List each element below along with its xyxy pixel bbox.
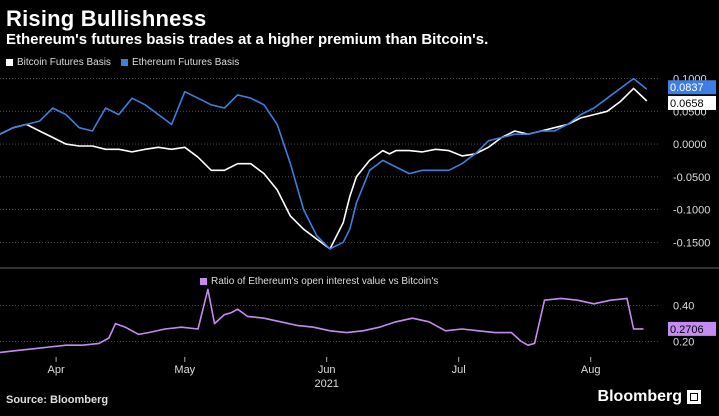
bloomberg-logo: Bloomberg — [598, 388, 701, 406]
last-value-box — [668, 80, 716, 95]
y-tick-label: -0.1500 — [673, 237, 710, 249]
legend-bitcoin[interactable]: Bitcoin Futures Basis — [6, 57, 111, 68]
y-tick-label: -0.0500 — [673, 172, 710, 184]
x-tick-label: Jun — [318, 364, 336, 376]
legend-swatch-ratio — [200, 278, 207, 285]
brand-name: Bloomberg — [597, 388, 682, 405]
x-tick-label: Jul — [452, 364, 466, 376]
last-value-label: 0.2706 — [670, 324, 704, 336]
x-year-label: 2021 — [314, 378, 338, 390]
x-tick-label: Aug — [581, 364, 601, 376]
terminal-icon — [687, 390, 701, 404]
source-note: Source: Bloomberg — [6, 394, 109, 406]
y-tick-label: 0.0000 — [673, 139, 707, 151]
last-value-label: 0.0658 — [670, 98, 704, 110]
series-line-ratio-of-ethereum-s-open-interest-value-vs-bitcoin-s — [0, 288, 644, 354]
bottom-legend[interactable]: Ratio of Ethereum's open interest value … — [200, 276, 438, 287]
last-value-box — [668, 321, 716, 336]
x-tick-label: Apr — [48, 364, 65, 376]
series-line-bitcoin-futures-basis — [0, 87, 648, 250]
y-tick-label: 0.20 — [673, 337, 694, 349]
legend-label-bitcoin: Bitcoin Futures Basis — [17, 57, 111, 68]
top-legend: Bitcoin Futures Basis Ethereum Futures B… — [6, 57, 239, 68]
legend-label-ethereum: Ethereum Futures Basis — [131, 57, 240, 68]
last-value-label: 0.0837 — [670, 82, 704, 94]
chart-subtitle: Ethereum's futures basis trades at a hig… — [6, 31, 489, 48]
legend-ethereum[interactable]: Ethereum Futures Basis — [120, 57, 240, 68]
legend-swatch-bitcoin — [6, 59, 13, 66]
y-tick-label: -0.1000 — [673, 205, 710, 217]
legend-label-ratio: Ratio of Ethereum's open interest value … — [211, 276, 439, 287]
x-tick-label: May — [174, 364, 195, 376]
series-line-ethereum-futures-basis — [0, 77, 648, 250]
legend-swatch-ethereum — [120, 59, 128, 66]
chart-title: Rising Bullishness — [6, 6, 207, 31]
y-tick-label: 0.40 — [673, 301, 694, 313]
last-value-box — [668, 95, 716, 110]
